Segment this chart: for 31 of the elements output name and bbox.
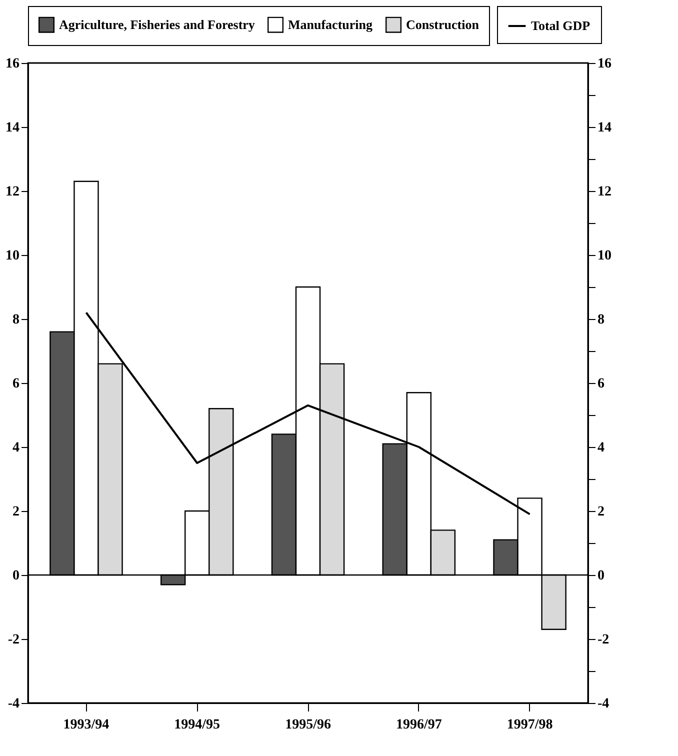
- y2-tick-label: -2: [598, 632, 610, 648]
- y2-tick-label: -4: [598, 696, 610, 712]
- x-tick-label: 1993/94: [63, 718, 110, 732]
- x-tick-label: 1995/96: [285, 718, 331, 732]
- legend-label: Agriculture, Fisheries and Forestry: [59, 16, 256, 32]
- y2-tick-label: 2: [598, 504, 604, 520]
- legend-label: Manufacturing: [288, 16, 373, 32]
- y2-tick-label: 8: [598, 312, 604, 328]
- y2-tick-label: 12: [598, 184, 612, 200]
- y-tick-label: 16: [6, 56, 20, 72]
- y2-tick-label: 0: [598, 568, 604, 584]
- y2-tick-label: 14: [598, 120, 612, 136]
- y-tick-label: 4: [12, 440, 20, 456]
- y-tick-label: 10: [6, 248, 20, 264]
- y-tick-label: 14: [6, 120, 20, 136]
- y-tick-label: 0: [12, 568, 20, 584]
- y-tick-label: 12: [6, 184, 20, 200]
- legend-label: Total GDP: [531, 18, 590, 33]
- y-tick-label: 2: [12, 504, 20, 520]
- x-tick-label: 1994/95: [174, 718, 220, 732]
- y2-tick-label: 16: [598, 56, 612, 72]
- y2-tick-label: 6: [598, 376, 604, 392]
- legend-label: Construction: [406, 16, 480, 32]
- y-tick-label: -2: [8, 632, 20, 648]
- y2-tick-label: 10: [598, 248, 612, 264]
- y-tick-label: 6: [12, 376, 20, 392]
- x-tick-label: 1997/98: [506, 718, 553, 732]
- x-tick-label: 1996/97: [396, 718, 442, 732]
- y2-tick-label: 4: [598, 440, 604, 456]
- y-tick-label: 8: [12, 312, 20, 328]
- y-tick-label: -4: [8, 696, 20, 712]
